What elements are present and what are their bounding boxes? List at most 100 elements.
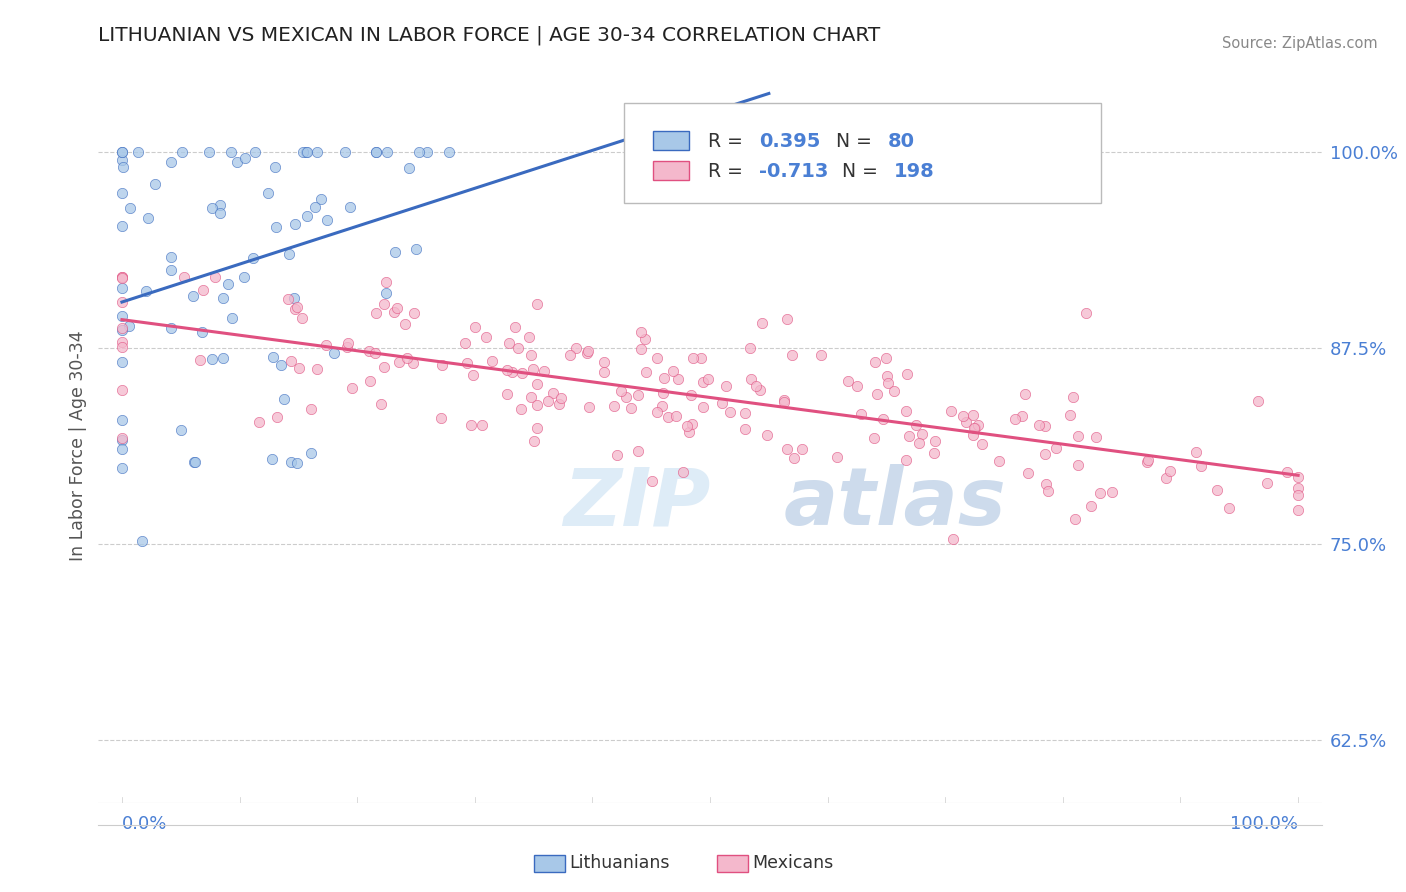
Point xyxy=(316,213,339,227)
Point xyxy=(689,351,711,365)
Point xyxy=(792,442,814,456)
Text: -0.713: -0.713 xyxy=(759,161,828,181)
Point xyxy=(692,376,714,390)
Point xyxy=(405,242,427,256)
Point xyxy=(402,356,425,370)
Point xyxy=(364,145,387,159)
Point xyxy=(262,350,284,364)
Point xyxy=(136,211,159,226)
Point xyxy=(634,332,657,346)
Point xyxy=(751,316,773,330)
Point xyxy=(495,387,517,401)
Point xyxy=(630,326,652,340)
Point xyxy=(564,341,586,355)
Point xyxy=(118,202,141,216)
Point xyxy=(877,376,900,390)
Point xyxy=(641,474,664,488)
Point xyxy=(221,311,243,326)
Text: 198: 198 xyxy=(894,161,934,181)
Point xyxy=(501,364,523,378)
Point xyxy=(849,408,872,422)
Y-axis label: In Labor Force | Age 30-34: In Labor Force | Age 30-34 xyxy=(69,331,87,561)
Point xyxy=(280,455,302,469)
Point xyxy=(526,296,548,310)
Point xyxy=(1286,481,1309,495)
Text: 80: 80 xyxy=(887,132,914,151)
Point xyxy=(630,342,652,356)
Point xyxy=(111,383,134,397)
Point xyxy=(127,145,149,159)
Point xyxy=(395,351,418,365)
Point xyxy=(201,352,224,367)
Text: Mexicans: Mexicans xyxy=(752,855,834,872)
Point xyxy=(111,153,134,168)
Point xyxy=(430,411,453,425)
Point xyxy=(160,321,183,335)
Point xyxy=(1286,488,1309,502)
Point xyxy=(211,291,233,305)
Point xyxy=(866,386,889,401)
Point xyxy=(288,361,311,376)
Point xyxy=(111,355,134,369)
Point xyxy=(111,412,134,426)
Point xyxy=(872,412,894,426)
Point xyxy=(520,348,543,362)
Point xyxy=(503,319,526,334)
Point xyxy=(883,384,905,399)
Point xyxy=(710,396,733,410)
Text: N =: N = xyxy=(842,161,884,181)
Point xyxy=(1189,459,1212,474)
Point xyxy=(226,154,249,169)
Point xyxy=(894,453,917,467)
Point xyxy=(657,409,679,424)
Point xyxy=(375,145,398,159)
Point xyxy=(681,417,703,431)
Point xyxy=(692,400,714,414)
Point xyxy=(374,275,396,289)
Point xyxy=(905,417,928,432)
Point xyxy=(309,193,332,207)
Point xyxy=(837,374,859,388)
Point xyxy=(370,397,392,411)
Point xyxy=(335,145,357,159)
Point xyxy=(454,336,477,351)
Point xyxy=(111,323,134,337)
Point xyxy=(315,338,337,352)
Point xyxy=(548,397,571,411)
Point xyxy=(266,409,288,424)
Point xyxy=(738,341,761,355)
Point xyxy=(972,437,994,451)
Text: R =: R = xyxy=(707,161,748,181)
Point xyxy=(965,421,987,435)
Point xyxy=(385,301,408,315)
Point xyxy=(364,306,387,320)
Point xyxy=(373,297,395,311)
Text: 0.0%: 0.0% xyxy=(122,815,167,833)
Point xyxy=(911,426,934,441)
Point xyxy=(894,404,917,418)
Point xyxy=(169,423,191,437)
Point xyxy=(519,390,541,404)
Point xyxy=(111,442,134,456)
Point xyxy=(523,434,546,449)
Point xyxy=(471,418,494,433)
Point xyxy=(756,428,779,442)
Point xyxy=(955,415,977,429)
Point xyxy=(111,461,134,475)
Point xyxy=(962,428,984,442)
Point xyxy=(184,454,207,468)
Point xyxy=(284,301,307,316)
Point xyxy=(264,161,287,175)
Point xyxy=(1067,429,1090,443)
Point xyxy=(772,395,794,409)
Point xyxy=(111,145,134,159)
Point xyxy=(209,198,232,212)
Point xyxy=(340,381,363,395)
Point xyxy=(863,431,886,445)
Point xyxy=(517,329,540,343)
Text: R =: R = xyxy=(707,132,748,151)
Point xyxy=(541,385,564,400)
Point xyxy=(697,372,720,386)
Point xyxy=(193,283,215,297)
Point xyxy=(456,356,478,370)
